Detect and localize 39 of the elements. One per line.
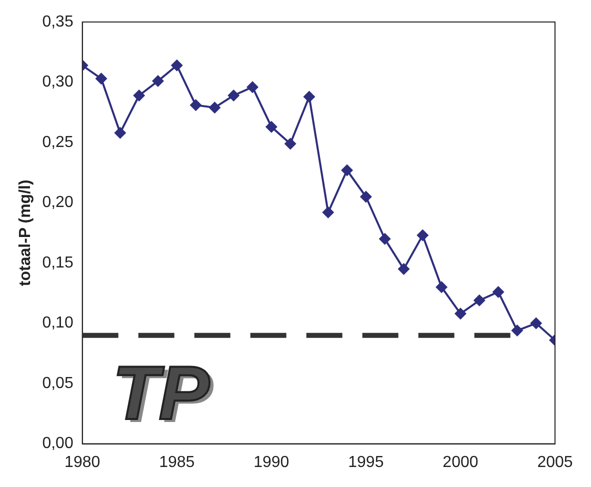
y-tick-label: 0,25 — [42, 134, 74, 151]
x-tick-label: 1985 — [159, 454, 195, 471]
point — [303, 90, 316, 103]
x-tick-label: 1995 — [348, 454, 384, 471]
point — [416, 229, 429, 242]
y-tick-label: 0,10 — [42, 314, 74, 332]
point — [284, 138, 296, 150]
point — [95, 72, 108, 85]
point — [152, 75, 164, 88]
y-tick-label: 0,15 — [42, 254, 74, 272]
x-tick-label: 1980 — [64, 454, 100, 471]
point — [511, 324, 524, 337]
point — [530, 317, 542, 330]
y-tick-label: 0,05 — [42, 374, 74, 392]
point — [322, 206, 334, 218]
point — [133, 90, 146, 102]
point — [378, 232, 391, 245]
y-tick-label: 0,00 — [42, 435, 74, 452]
y-axis-title: totaal-P (mg/l) — [17, 180, 34, 286]
point — [114, 126, 126, 139]
x-tick-label: 1990 — [254, 454, 290, 471]
point — [208, 102, 221, 114]
point — [341, 164, 354, 176]
point — [492, 286, 504, 298]
point — [228, 90, 240, 102]
y-tick-label: 0,30 — [42, 74, 74, 91]
point — [454, 308, 466, 320]
point — [246, 81, 258, 94]
point — [170, 59, 183, 72]
point — [436, 281, 448, 294]
x-tick-label: 2000 — [442, 454, 478, 471]
point — [398, 263, 410, 276]
point — [473, 294, 486, 306]
y-tick-label: 0,20 — [42, 194, 74, 212]
y-tick-label: 0,35 — [42, 13, 74, 30]
x-tick-label: 2005 — [537, 454, 573, 471]
point — [360, 190, 372, 203]
point — [265, 120, 278, 133]
point — [190, 99, 202, 112]
